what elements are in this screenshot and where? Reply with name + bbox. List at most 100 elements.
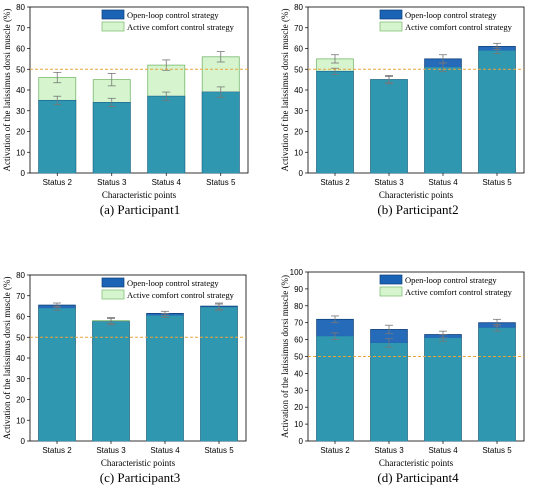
legend-swatch-open-loop [379, 9, 403, 20]
y-tick-label: 30 [294, 386, 303, 395]
y-axis-label: Activation of the latissimus dorsi muscl… [2, 9, 12, 172]
x-tick-label: Status 2 [320, 178, 350, 187]
legend-swatch-active-comfort [379, 286, 403, 297]
legend-swatch-open-loop [101, 277, 125, 288]
y-tick-label: 70 [294, 319, 303, 328]
legend-label-open-loop: Open-loop control strategy [405, 10, 497, 20]
x-tick-label: Status 2 [320, 446, 350, 455]
y-tick-label: 30 [294, 107, 303, 116]
legend-label-open-loop: Open-loop control strategy [405, 275, 497, 285]
y-tick-label: 40 [16, 86, 25, 95]
x-axis-label: Characteristic points [101, 458, 176, 468]
y-tick-label: 60 [294, 45, 303, 54]
y-tick-label: 40 [294, 369, 303, 378]
x-tick-label: Status 4 [428, 446, 458, 455]
overlap-bar [202, 92, 240, 173]
chart-a: (a) Participant1 0 10 20 30 40 50 60 70 80 Status… [2, 3, 249, 217]
x-axis-label: Characteristic points [102, 190, 177, 200]
y-tick-label: 10 [294, 420, 303, 429]
legend-swatch-active-comfort [101, 21, 125, 32]
y-tick-label: 80 [16, 271, 25, 280]
y-tick-label: 50 [294, 353, 303, 362]
x-tick-label: Status 5 [482, 178, 512, 187]
legend-swatch-open-loop [101, 9, 125, 20]
y-tick-label: 10 [294, 148, 303, 157]
legend-label-active-comfort: Active comfort control strategy [405, 22, 513, 32]
y-tick-label: 90 [294, 285, 303, 294]
y-tick-label: 70 [16, 24, 25, 33]
legend-label-active-comfort: Active comfort control strategy [405, 287, 513, 297]
y-tick-label: 50 [294, 65, 303, 74]
overlap-bar [424, 67, 462, 173]
y-tick-label: 20 [294, 403, 303, 412]
overlap-bar [92, 321, 130, 441]
x-tick-label: Status 3 [374, 178, 404, 187]
legend-label-open-loop: Open-loop control strategy [127, 278, 219, 288]
x-tick-label: Status 4 [428, 178, 458, 187]
overlap-bar [38, 308, 76, 441]
overlap-bar [146, 315, 184, 441]
y-tick-label: 100 [290, 268, 304, 277]
overlap-bar [93, 102, 131, 173]
y-tick-label: 20 [16, 128, 25, 137]
x-tick-label: Status 5 [482, 446, 512, 455]
y-tick-label: 40 [16, 354, 25, 363]
y-tick-label: 0 [299, 169, 304, 178]
legend-swatch-active-comfort [101, 289, 125, 300]
overlap-bar [316, 71, 354, 173]
x-tick-label: Status 3 [97, 178, 127, 187]
y-tick-label: 60 [16, 313, 25, 322]
overlap-bar [147, 96, 185, 173]
x-tick-label: Status 4 [152, 178, 182, 187]
overlap-bar [370, 342, 408, 441]
x-tick-label: Status 2 [43, 178, 73, 187]
chart-c: (c) Participant3 0 10 20 30 40 50 60 70 80 Status… [2, 271, 247, 485]
chart-title: (c) Participant3 [100, 470, 181, 485]
y-axis-label: Activation of the latissimus dorsi muscl… [280, 275, 290, 438]
overlap-bar [478, 327, 516, 441]
y-tick-label: 30 [16, 375, 25, 384]
x-tick-label: Status 2 [42, 446, 72, 455]
y-tick-label: 70 [16, 292, 25, 301]
overlap-bar [370, 79, 408, 173]
y-tick-label: 10 [16, 148, 25, 157]
overlap-bar [38, 100, 76, 173]
overlap-bar [478, 50, 516, 174]
x-axis-label: Characteristic points [379, 458, 454, 468]
y-axis-label: Activation of the latissimus dorsi muscl… [2, 277, 12, 440]
y-tick-label: 40 [294, 86, 303, 95]
legend-label-open-loop: Open-loop control strategy [127, 10, 219, 20]
chart-d: (d) Participant4 0 10 20 30 40 50 60 70 80 90 100 S… [280, 268, 525, 485]
x-tick-label: Status 5 [204, 446, 234, 455]
y-tick-label: 20 [16, 396, 25, 405]
chart-title: (a) Participant1 [100, 202, 181, 217]
y-tick-label: 10 [16, 416, 25, 425]
chart-title: (d) Participant4 [377, 470, 459, 485]
y-tick-label: 0 [21, 437, 26, 446]
y-tick-label: 50 [16, 333, 25, 342]
legend-label-active-comfort: Active comfort control strategy [127, 22, 235, 32]
y-tick-label: 80 [294, 302, 303, 311]
y-tick-label: 80 [294, 3, 303, 12]
y-tick-label: 0 [21, 169, 26, 178]
y-axis-label: Activation of the latissimus dorsi muscl… [280, 9, 290, 172]
x-tick-label: Status 3 [374, 446, 404, 455]
y-tick-label: 50 [16, 65, 25, 74]
y-tick-label: 20 [294, 128, 303, 137]
y-tick-label: 70 [294, 24, 303, 33]
y-tick-label: 0 [299, 437, 304, 446]
overlap-bar [200, 307, 238, 441]
legend-label-active-comfort: Active comfort control strategy [127, 290, 235, 300]
chart-title: (b) Participant2 [377, 202, 458, 217]
y-tick-label: 60 [16, 45, 25, 54]
legend-swatch-open-loop [379, 274, 403, 285]
chart-b: (b) Participant2 0 10 20 30 40 50 60 70 80 Status… [280, 3, 525, 217]
x-tick-label: Status 4 [150, 446, 180, 455]
y-tick-label: 60 [294, 336, 303, 345]
legend-swatch-active-comfort [379, 21, 403, 32]
x-tick-label: Status 5 [206, 178, 236, 187]
overlap-bar [316, 336, 354, 441]
x-axis-label: Characteristic points [379, 190, 454, 200]
y-tick-label: 80 [16, 3, 25, 12]
